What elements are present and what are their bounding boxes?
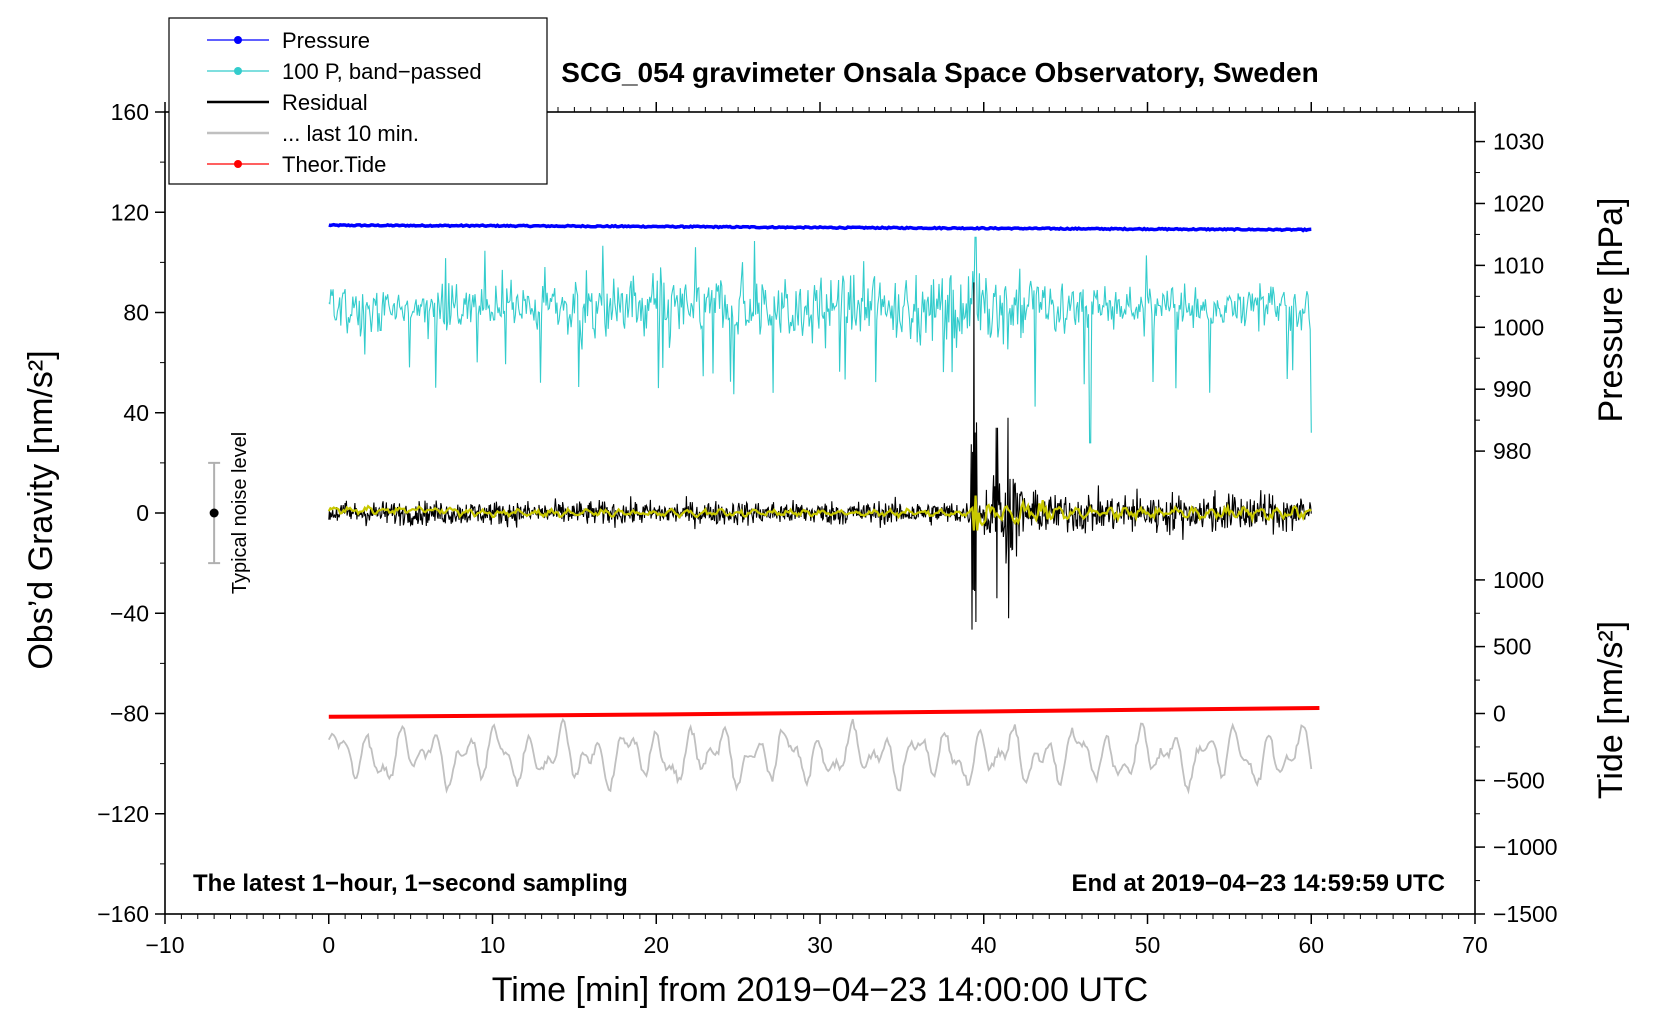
series-residual bbox=[328, 282, 1312, 630]
x-tick-label: 40 bbox=[971, 932, 997, 958]
pressure-tick-label: 990 bbox=[1493, 376, 1531, 402]
noise-level-label: Typical noise level bbox=[229, 432, 251, 594]
x-tick-label: 60 bbox=[1298, 932, 1324, 958]
pressure-tick-label: 1030 bbox=[1493, 129, 1544, 155]
y-tick-label: −40 bbox=[110, 600, 149, 626]
series-residual-smoothed bbox=[327, 495, 1312, 531]
y-tick-label: 160 bbox=[111, 99, 149, 125]
x-tick-label: 50 bbox=[1135, 932, 1161, 958]
y-tick-label: −120 bbox=[97, 801, 149, 827]
legend-label: Pressure bbox=[282, 28, 370, 53]
y-tick-label: −160 bbox=[97, 901, 149, 927]
legend-label: ... last 10 min. bbox=[282, 121, 419, 146]
series-pressure-bandpassed bbox=[328, 236, 1312, 444]
noise-level-indicator: Typical noise level bbox=[208, 432, 251, 594]
y-axis-title-pressure: Pressure [hPa] bbox=[1592, 198, 1630, 423]
tide-tick-label: −1000 bbox=[1493, 834, 1558, 860]
y-axis-title-left: Obs’d Gravity [nm/s²] bbox=[22, 350, 60, 669]
tide-tick-label: 1000 bbox=[1493, 567, 1544, 593]
pressure-tick-label: 1010 bbox=[1493, 252, 1544, 278]
y-axis-title-tide: Tide [nm/s²] bbox=[1592, 621, 1630, 799]
chart-title: SCG_054 gravimeter Onsala Space Observat… bbox=[561, 57, 1318, 88]
axes-layer: −10 0 10 20 30 40 50 60 70−160−120−80−4004080120… bbox=[97, 99, 1557, 958]
x-tick-label: 30 bbox=[807, 932, 833, 958]
legend: Pressure 100 P, band−passed Residual ... la… bbox=[168, 17, 548, 185]
pressure-tick-label: 980 bbox=[1493, 438, 1531, 464]
x-tick-label: −10 bbox=[145, 932, 184, 958]
x-tick-label: 0 bbox=[322, 932, 335, 958]
y-tick-label: 80 bbox=[123, 300, 149, 326]
legend-label: 100 P, band−passed bbox=[282, 59, 482, 84]
tide-tick-label: 0 bbox=[1493, 701, 1506, 727]
y-tick-label: 120 bbox=[111, 199, 149, 225]
y-tick-label: −80 bbox=[110, 701, 149, 727]
legend-marker bbox=[234, 67, 242, 75]
series-layer bbox=[327, 222, 1320, 795]
x-tick-label: 10 bbox=[480, 932, 506, 958]
annotation-sampling: The latest 1−hour, 1−second sampling bbox=[193, 870, 628, 897]
annotation-end-time: End at 2019−04−23 14:59:59 UTC bbox=[1071, 870, 1445, 897]
tide-tick-label: −1500 bbox=[1493, 901, 1558, 927]
legend-marker bbox=[234, 160, 242, 168]
tide-tick-label: 500 bbox=[1493, 634, 1531, 660]
legend-label: Theor.Tide bbox=[282, 152, 386, 177]
noise-center-dot bbox=[209, 508, 219, 518]
legend-label: Residual bbox=[282, 90, 368, 115]
x-axis-title: Time [min] from 2019−04−23 14:00:00 UTC bbox=[492, 971, 1148, 1009]
x-tick-label: 20 bbox=[643, 932, 669, 958]
text-layer: SCG_054 gravimeter Onsala Space Observat… bbox=[22, 57, 1630, 1009]
y-tick-label: 0 bbox=[136, 500, 149, 526]
legend-marker bbox=[234, 36, 242, 44]
x-tick-label: 70 bbox=[1462, 932, 1488, 958]
pressure-tick-label: 1000 bbox=[1493, 314, 1544, 340]
series-theoretical-tide bbox=[328, 706, 1320, 719]
series-pressure bbox=[328, 222, 1312, 233]
tide-tick-label: −500 bbox=[1493, 767, 1545, 793]
pressure-tick-label: 1020 bbox=[1493, 190, 1544, 216]
y-tick-label: 40 bbox=[123, 400, 149, 426]
series-last-10-min bbox=[328, 717, 1313, 795]
